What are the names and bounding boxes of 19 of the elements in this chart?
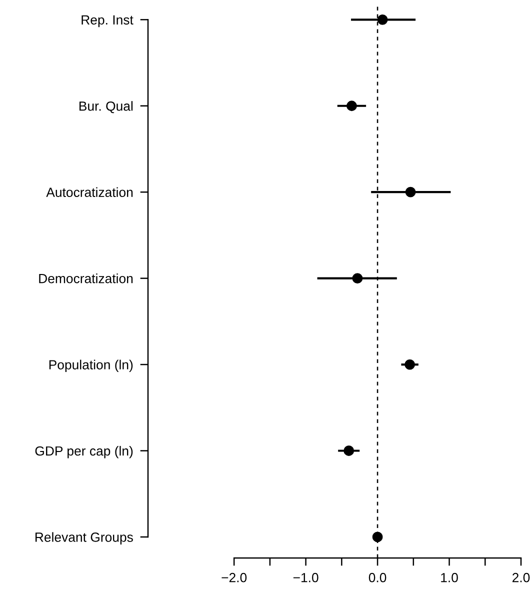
y-tick-label: Democratization — [39, 274, 133, 284]
y-tick-label: Bur. Qual — [79, 101, 133, 114]
y-tick-label: Relevant Groups — [35, 532, 133, 544]
point — [352, 273, 363, 284]
y-tick-label: Rep. Inst — [82, 15, 134, 28]
x-tick-label: −1.0 — [293, 572, 318, 582]
x-tick-label: 1.0 — [441, 572, 458, 582]
point — [344, 446, 354, 456]
y-tick-label: Population (ln) — [49, 360, 133, 372]
point — [346, 100, 357, 112]
x-tick-label: 2.0 — [512, 572, 530, 582]
point — [372, 532, 383, 542]
x-tick-label: −2.0 — [222, 572, 247, 582]
point — [404, 359, 416, 370]
x-tick-label: 0.0 — [368, 572, 386, 582]
point — [405, 186, 416, 198]
point — [377, 14, 388, 25]
y-tick-label: Autocratization — [46, 187, 133, 198]
y-tick-label: GDP per cap (ln) — [35, 446, 133, 458]
